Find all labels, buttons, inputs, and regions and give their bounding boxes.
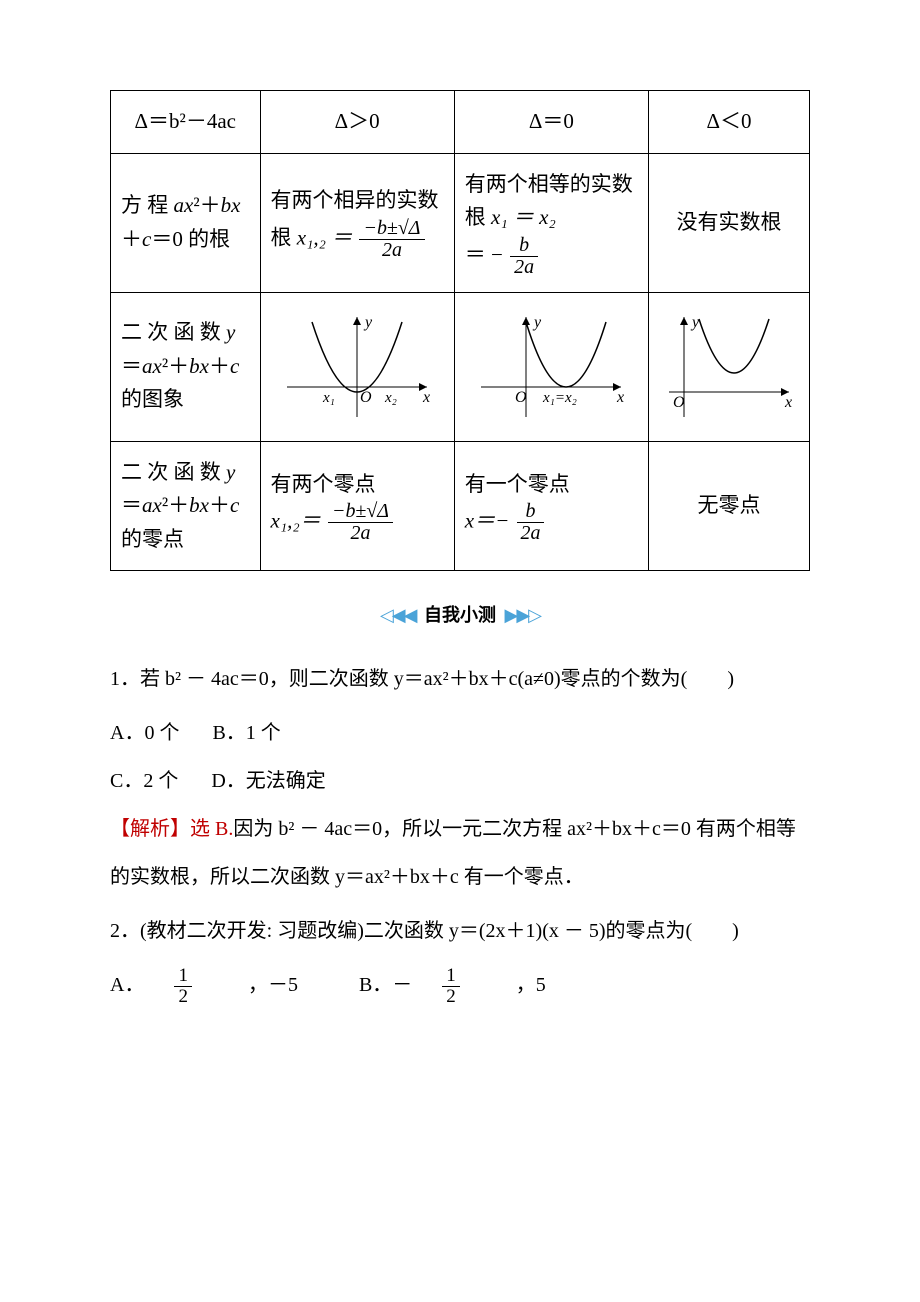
roots-eq0-frac: b 2a xyxy=(510,235,538,278)
tri-left-icon: ◁◀◀ xyxy=(380,605,416,625)
tri-right-icon: ▶▶▷ xyxy=(505,605,541,625)
parabola-no-root-icon: y x O xyxy=(659,307,799,427)
roots-eq0-x: x₁ ＝ x₂ xyxy=(491,205,556,229)
row-graphs: 二 次 函 数 y＝ax²＋bx＋c 的图象 y x O x₁ x₂ xyxy=(111,292,810,441)
roots-gt0-num: −b±√Δ xyxy=(363,217,420,239)
zeros-label-text: 二 次 函 数 y＝ax²＋bx＋c 的零点 xyxy=(121,460,239,551)
q2-opts: A．12，－5 B．－12，5 xyxy=(110,961,810,1009)
hdr-eq0: Δ＝0 xyxy=(454,91,648,154)
svg-text:y: y xyxy=(690,314,700,331)
q2-optB-pre: B．－ xyxy=(359,974,412,996)
discriminant-table: Δ＝b²－4ac Δ＞0 Δ＝0 Δ＜0 方 程 ax²＋bx＋c＝0 的根 有… xyxy=(110,90,810,571)
zeros-gt0-x: x₁,₂＝ xyxy=(271,509,321,533)
parabola-one-root-icon: y x O x₁=x₂ xyxy=(471,307,631,427)
q2-stem: 2．(教材二次开发: 习题改编)二次函数 y＝(2x＋1)(x － 5)的零点为… xyxy=(110,907,810,955)
q1-ans-label: 【解析】选 B. xyxy=(110,818,233,840)
roots-gt0-x: x₁,₂ ＝ xyxy=(297,225,352,249)
zeros-gt0-line1: 有两个零点 xyxy=(271,472,376,496)
q2-optA-num: 1 xyxy=(174,966,192,986)
roots-lt0: 没有实数根 xyxy=(648,153,809,292)
svg-text:x: x xyxy=(784,394,792,411)
zeros-eq0: 有一个零点 x＝− b 2a xyxy=(454,441,648,571)
svg-text:x: x xyxy=(422,389,430,406)
row-equation-roots: 方 程 ax²＋bx＋c＝0 的根 有两个相异的实数根 x₁,₂ ＝ −b±√Δ… xyxy=(111,153,810,292)
zeros-label: 二 次 函 数 y＝ax²＋bx＋c 的零点 xyxy=(111,441,261,571)
zeros-gt0-num: −b±√Δ xyxy=(332,500,389,522)
zeros-gt0: 有两个零点 x₁,₂＝ −b±√Δ 2a xyxy=(260,441,454,571)
q2-optA-pre: A． xyxy=(110,974,144,996)
q2-optB-post: ，5 xyxy=(516,974,546,996)
page-root: Δ＝b²－4ac Δ＞0 Δ＝0 Δ＜0 方 程 ax²＋bx＋c＝0 的根 有… xyxy=(0,0,920,1049)
svg-text:x₂: x₂ xyxy=(384,390,397,406)
roots-label: 方 程 ax²＋bx＋c＝0 的根 xyxy=(111,153,261,292)
q2-optA-den: 2 xyxy=(174,986,192,1007)
svg-text:O: O xyxy=(360,389,372,406)
q2-optB: B．－12，5 xyxy=(359,974,574,996)
self-test-heading: ◁◀◀ 自我小测 ▶▶▷ xyxy=(110,601,810,627)
roots-gt0-frac: −b±√Δ 2a xyxy=(359,218,424,261)
q2-optB-den: 2 xyxy=(442,986,460,1007)
q1-opts-cd: C．2 个 D．无法确定 xyxy=(110,757,810,805)
self-test-label: 自我小测 xyxy=(424,605,496,625)
q2-optB-frac: 12 xyxy=(442,966,488,1007)
roots-eq0-num: b xyxy=(519,234,529,256)
zeros-eq0-x: x＝− xyxy=(465,509,510,533)
graph-label: 二 次 函 数 y＝ax²＋bx＋c 的图象 xyxy=(111,292,261,441)
row-zeros: 二 次 函 数 y＝ax²＋bx＋c 的零点 有两个零点 x₁,₂＝ −b±√Δ… xyxy=(111,441,810,571)
svg-text:x₁=x₂: x₁=x₂ xyxy=(542,390,577,406)
graph-lt0: y x O xyxy=(648,292,809,441)
q2-optB-num: 1 xyxy=(442,966,460,986)
hdr-delta: Δ＝b²－4ac xyxy=(111,91,261,154)
q1-answer: 【解析】选 B.因为 b² － 4ac＝0，所以一元二次方程 ax²＋bx＋c＝… xyxy=(110,805,810,901)
roots-eq0: 有两个相等的实数根 x₁ ＝ x₂ ＝ − b 2a xyxy=(454,153,648,292)
q1-optC: C．2 个 xyxy=(110,770,178,792)
svg-text:x: x xyxy=(616,389,624,406)
svg-text:x₁: x₁ xyxy=(322,390,335,406)
svg-text:y: y xyxy=(363,314,373,331)
hdr-lt0: Δ＜0 xyxy=(648,91,809,154)
hdr-gt0: Δ＞0 xyxy=(260,91,454,154)
q1-opts-ab: A．0 个 B．1 个 xyxy=(110,709,810,757)
q1-optA: A．0 个 xyxy=(110,722,179,744)
zeros-lt0: 无零点 xyxy=(648,441,809,571)
roots-label-text: 方 程 ax²＋bx＋c＝0 的根 xyxy=(121,193,240,251)
q2-optA: A．12，－5 xyxy=(110,974,331,996)
graph-gt0: y x O x₁ x₂ xyxy=(260,292,454,441)
zeros-gt0-den: 2a xyxy=(351,522,371,544)
q1-optB: B．1 个 xyxy=(212,722,280,744)
roots-eq0-eq: ＝ − xyxy=(465,242,503,266)
svg-text:O: O xyxy=(515,389,527,406)
svg-text:O: O xyxy=(673,394,685,411)
q2-optA-frac: 12 xyxy=(174,966,220,1007)
graph-eq0: y x O x₁=x₂ xyxy=(454,292,648,441)
zeros-gt0-frac: −b±√Δ 2a xyxy=(328,501,393,544)
zeros-eq0-den: 2a xyxy=(521,522,541,544)
roots-eq0-den: 2a xyxy=(514,256,534,278)
zeros-eq0-frac: b 2a xyxy=(517,501,545,544)
graph-label-text: 二 次 函 数 y＝ax²＋bx＋c 的图象 xyxy=(121,320,239,411)
q1-stem: 1．若 b² － 4ac＝0，则二次函数 y＝ax²＋bx＋c(a≠0)零点的个… xyxy=(110,655,810,703)
q2-optA-post: ，－5 xyxy=(248,974,298,996)
roots-gt0-den: 2a xyxy=(382,239,402,261)
zeros-eq0-line1: 有一个零点 xyxy=(465,472,570,496)
svg-text:y: y xyxy=(532,314,542,331)
q1-optD: D．无法确定 xyxy=(211,770,325,792)
zeros-eq0-num: b xyxy=(526,500,536,522)
table-header-row: Δ＝b²－4ac Δ＞0 Δ＝0 Δ＜0 xyxy=(111,91,810,154)
roots-gt0: 有两个相异的实数根 x₁,₂ ＝ −b±√Δ 2a xyxy=(260,153,454,292)
parabola-two-roots-icon: y x O x₁ x₂ xyxy=(277,307,437,427)
